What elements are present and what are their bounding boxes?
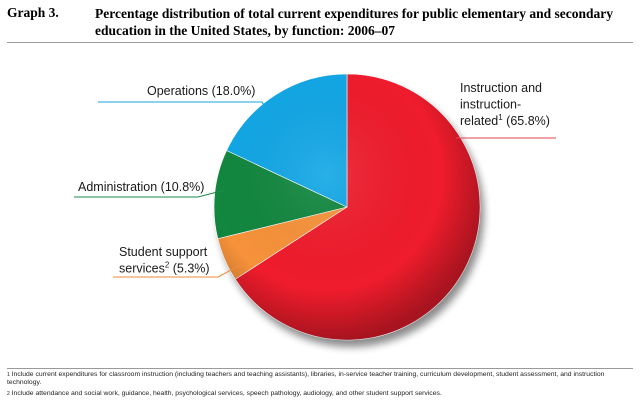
bottom-rule [7,368,633,369]
slice-value-administration: (10.8%) [157,180,204,194]
footnote-mark-student-support-services: 2 [165,261,170,270]
footnote-1-text: Include current expenditures for classro… [7,371,605,387]
footnote-mark-instruction-and-instruction-related: 1 [498,113,503,122]
slice-label-operations: Operations (18.0%) [147,84,255,98]
leader-line-student-support-services [113,261,247,278]
chart-title: Percentage distribution of total current… [95,6,613,38]
top-rule [7,42,633,43]
slice-value-instruction-and-instruction-related: (65.8%) [503,114,550,128]
footnote-2: 2 Include attendance and social work, gu… [7,390,627,398]
footnote-2-mark: 2 [7,391,10,397]
leader-line-administration [74,189,226,198]
graph-number: Graph 3. [7,5,59,20]
slice-label-instruction-and-instruction-related: Instruction and instruction-related1 (65.… [460,81,550,128]
footnote-2-text: Include attendance and social work, guid… [11,390,442,397]
slice-label-administration: Administration (10.8%) [78,180,204,194]
footnote-1: 1 Include current expenditures for class… [7,371,627,388]
footnote-1-mark: 1 [7,372,10,378]
slice-value-operations: (18.0%) [208,84,255,98]
leader-line-operations [98,101,269,113]
slice-value-student-support-services: (5.3%) [169,262,209,276]
pie-shading [214,74,480,340]
slice-label-student-support-services: Student support services2 (5.3%) [119,245,210,276]
